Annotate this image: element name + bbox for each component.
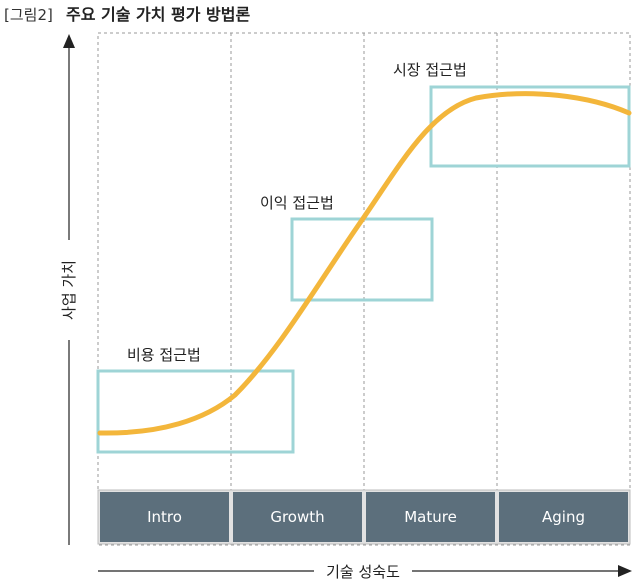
stage-growth-block bbox=[233, 492, 362, 542]
stage-mature: Mature bbox=[366, 492, 495, 542]
y-axis-arrow-icon bbox=[63, 34, 75, 48]
value-curve bbox=[97, 91, 632, 436]
x-axis-arrow-icon bbox=[618, 565, 632, 577]
stage-aging: Aging bbox=[499, 492, 628, 542]
cost-approach-box bbox=[96, 369, 295, 454]
income-approach-label: 이익 접근법 bbox=[260, 194, 334, 212]
x-axis-label: 기술 성숙도 bbox=[326, 563, 400, 581]
stage-growth-label: Growth bbox=[270, 508, 324, 526]
market-approach-label: 시장 접근법 bbox=[393, 61, 467, 79]
cost-approach-label: 비용 접근법 bbox=[127, 346, 201, 364]
market-approach-box bbox=[429, 85, 631, 168]
stage-mature-label: Mature bbox=[404, 508, 457, 526]
stage-mature-block bbox=[366, 492, 495, 542]
stage-aging-block bbox=[499, 492, 628, 542]
stage-intro-label: Intro bbox=[147, 508, 182, 526]
stage-intro-block bbox=[100, 492, 229, 542]
y-axis-label: 사업 가치 bbox=[60, 260, 78, 320]
stage-growth: Growth bbox=[233, 492, 362, 542]
income-approach-box bbox=[290, 217, 434, 302]
plot-frame bbox=[97, 32, 631, 546]
figure-caption-title: 주요 기술 가치 평가 방법론 bbox=[66, 5, 250, 24]
stage-intro: Intro bbox=[100, 492, 229, 542]
stage-aging-label: Aging bbox=[542, 508, 585, 526]
figure-caption-tag: [그림2] bbox=[4, 6, 53, 24]
